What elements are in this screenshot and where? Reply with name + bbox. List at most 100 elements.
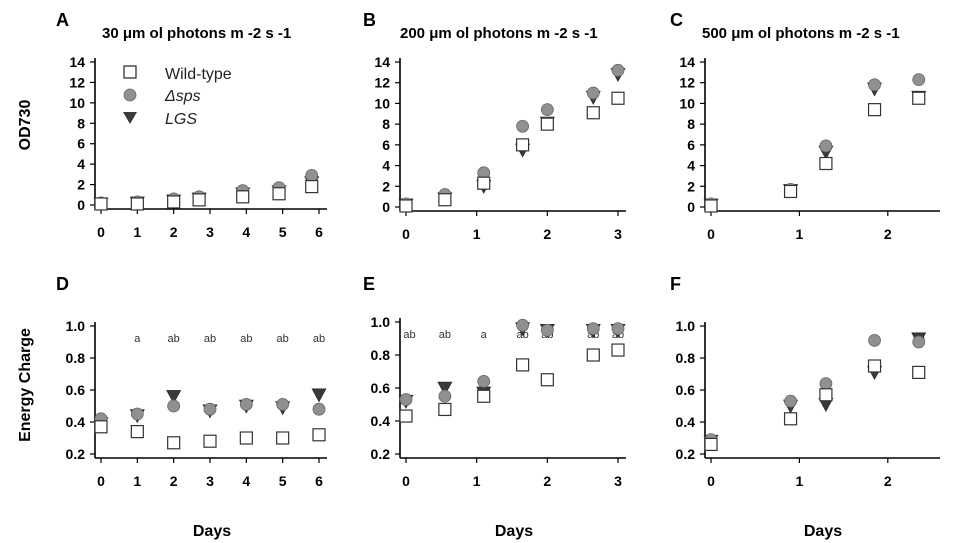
x-axis-title-e: Days (495, 523, 533, 540)
x-tick-label-d: 1 (133, 473, 141, 489)
data-point-wild-type-c (867, 103, 882, 117)
data-point-delta-sps-e (516, 318, 529, 332)
y-tick-label-a: 4 (77, 156, 85, 172)
y-tick-label-b: 4 (382, 158, 390, 174)
data-point-wild-type-a (272, 187, 286, 201)
data-point-wild-type-f (819, 388, 833, 402)
x-tick-label-f: 1 (796, 473, 804, 489)
data-point-delta-sps-a (305, 168, 319, 182)
significance-label-d: ab (277, 333, 289, 345)
x-tick-label-d: 0 (97, 473, 105, 489)
y-tick-label-a: 6 (77, 136, 85, 152)
data-point-wild-type-c (704, 199, 718, 213)
legend-marker-delta-sps (123, 88, 137, 102)
y-tick-label-d: 0.4 (66, 414, 86, 430)
y-tick-label-a: 12 (69, 74, 85, 90)
x-tick-label-b: 3 (614, 226, 622, 242)
y-tick-label-f: 0.4 (676, 414, 696, 430)
data-point-delta-sps-c (819, 139, 833, 153)
x-tick-label-a: 4 (242, 224, 250, 240)
x-tick-label-b: 2 (543, 226, 551, 242)
data-point-wild-type-a (130, 197, 144, 211)
data-point-delta-sps-e (477, 374, 491, 388)
data-point-delta-sps-d (276, 397, 290, 411)
x-tick-label-d: 5 (279, 473, 287, 489)
x-axis-title-d: Days (193, 523, 231, 540)
y-tick-label-f: 1.0 (676, 318, 696, 334)
data-point-delta-sps-e (540, 323, 554, 337)
data-point-delta-sps-b (586, 86, 600, 100)
y-tick-label-c: 4 (687, 158, 695, 174)
x-tick-label-a: 3 (206, 224, 214, 240)
data-point-delta-sps-f (868, 333, 881, 347)
y-tick-label-a: 10 (69, 95, 85, 111)
x-tick-label-e: 3 (614, 473, 622, 489)
y-tick-label-c: 12 (679, 75, 695, 91)
data-point-wild-type-b (477, 176, 491, 190)
data-point-delta-sps-e (611, 322, 625, 336)
data-point-delta-sps-e (399, 393, 413, 406)
y-tick-label-c: 8 (687, 116, 695, 132)
x-tick-label-e: 1 (473, 473, 481, 489)
data-point-wild-type-d (130, 425, 144, 439)
y-tick-label-c: 10 (679, 95, 695, 111)
y-tick-label-d: 1.0 (66, 318, 86, 334)
data-point-delta-sps-d (203, 402, 217, 416)
x-tick-label-a: 2 (170, 224, 178, 240)
x-tick-label-d: 3 (206, 473, 214, 489)
y-tick-label-a: 8 (77, 115, 85, 131)
data-point-wild-type-d (276, 431, 290, 445)
data-point-wild-type-d (203, 434, 217, 448)
y-tick-label-d: 0.2 (66, 446, 86, 462)
data-point-delta-sps-b (611, 63, 625, 77)
data-point-wild-type-c (912, 91, 926, 105)
x-tick-label-d: 4 (242, 473, 250, 489)
y-tick-label-b: 6 (382, 137, 390, 153)
x-tick-label-c: 0 (707, 226, 715, 242)
significance-label-d: ab (313, 333, 325, 345)
x-tick-label-d: 6 (315, 473, 323, 489)
data-point-wild-type-f (704, 437, 718, 451)
significance-label-e: a (481, 329, 488, 341)
x-tick-label-a: 0 (97, 224, 105, 240)
y-tick-label-b: 0 (382, 199, 390, 215)
y-tick-label-b: 14 (374, 54, 390, 70)
y-tick-label-a: 0 (77, 197, 85, 213)
significance-label-d: ab (204, 333, 216, 345)
y-tick-label-d: 0.6 (66, 382, 86, 398)
data-point-wild-type-d (312, 428, 326, 442)
y-tick-label-a: 2 (77, 177, 85, 193)
panel-letter-a: A (56, 10, 69, 30)
y-tick-label-e: 1.0 (371, 314, 391, 330)
data-point-delta-sps-b (516, 119, 529, 133)
data-point-lgs-e (437, 381, 453, 396)
legend-marker-wild-type (123, 65, 137, 79)
y-axis-title-od730: OD730 (17, 100, 34, 151)
y-tick-label-e: 0.4 (371, 413, 391, 429)
data-point-wild-type-b (399, 199, 413, 213)
legend-label-wild-type: Wild-type (165, 66, 232, 83)
significance-label-e: ab (403, 329, 415, 341)
x-tick-label-a: 5 (279, 224, 287, 240)
data-point-delta-sps-d (130, 407, 144, 421)
data-point-wild-type-c (819, 156, 833, 171)
data-point-wild-type-c (783, 184, 798, 199)
x-tick-label-c: 1 (796, 226, 804, 242)
x-tick-label-f: 0 (707, 473, 715, 489)
x-axis-title-f: Days (804, 523, 842, 540)
data-point-wild-type-b (438, 193, 452, 207)
x-tick-label-a: 1 (133, 224, 141, 240)
legend-marker-lgs (123, 112, 137, 124)
data-point-wild-type-e (399, 409, 413, 423)
data-point-wild-type-d (167, 436, 181, 450)
y-tick-label-d: 0.8 (66, 350, 86, 366)
data-point-wild-type-f (912, 365, 926, 379)
data-point-wild-type-b (586, 106, 600, 120)
significance-label-d: ab (168, 333, 180, 345)
y-tick-label-e: 0.6 (371, 380, 391, 396)
panel-letter-e: E (363, 274, 375, 294)
x-tick-label-d: 2 (170, 473, 178, 489)
legend: Wild-type Δsps LGS (123, 65, 232, 128)
y-tick-label-b: 10 (374, 95, 390, 111)
